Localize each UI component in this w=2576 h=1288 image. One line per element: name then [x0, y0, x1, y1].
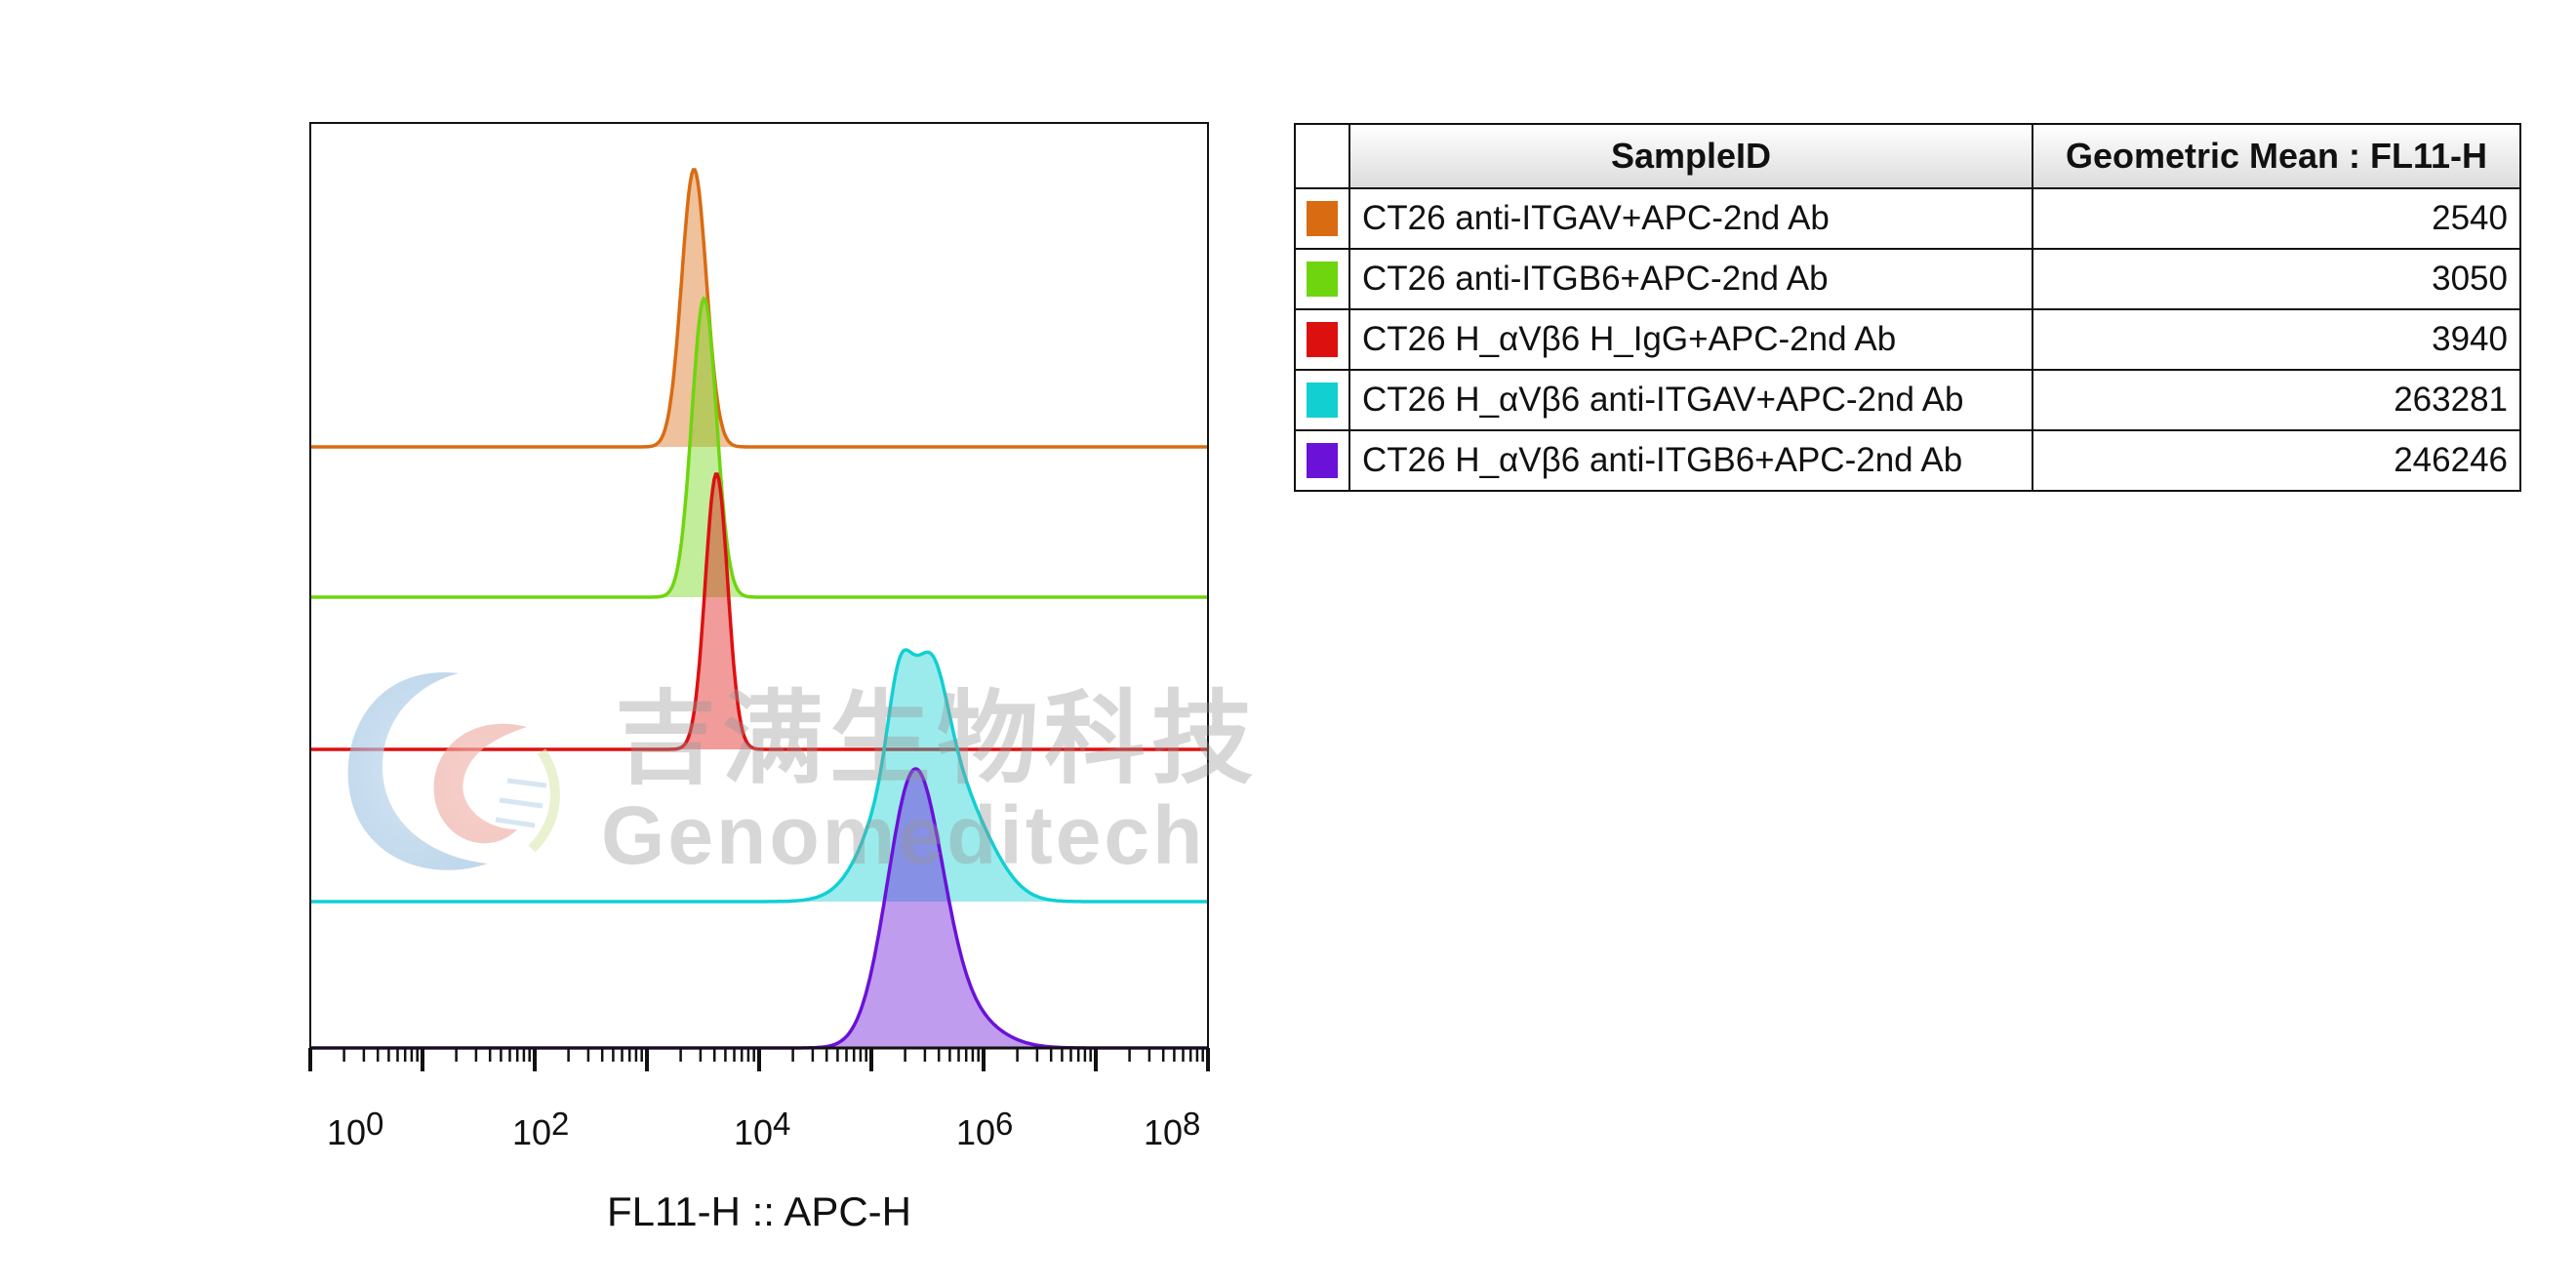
- watermark-logo: [347, 672, 560, 870]
- color-swatch-cell: [1294, 248, 1350, 310]
- plot-frame: [309, 122, 1209, 1049]
- geometric-mean-header: Geometric Mean : FL11-H: [2032, 123, 2521, 189]
- histogram-outline-2: [310, 296, 1208, 599]
- geometric-mean-cell: 3940: [2032, 308, 2521, 371]
- watermark-english-text: Genomeditech: [601, 789, 1206, 881]
- color-swatch: [1307, 443, 1338, 478]
- geometric-mean-cell: 246246: [2032, 429, 2521, 492]
- color-swatch: [1307, 322, 1338, 357]
- legend-header-row: SampleID Geometric Mean : FL11-H: [1294, 123, 2521, 189]
- x-tick-label-4: 104: [734, 1106, 791, 1152]
- histogram-series-group: [310, 168, 1208, 1050]
- x-axis-label: FL11-H :: APC-H: [607, 1188, 911, 1234]
- color-swatch-cell: [1294, 187, 1350, 250]
- histogram-series-2: [310, 296, 1208, 599]
- histogram-series-1: [310, 168, 1208, 449]
- legend-table: SampleID Geometric Mean : FL11-H CT26 an…: [1294, 123, 2521, 492]
- swatch-column-header: [1294, 123, 1350, 189]
- geometric-mean-cell: 3050: [2032, 248, 2521, 310]
- x-tick-label-2: 102: [512, 1106, 570, 1152]
- x-axis-ticks: [308, 1048, 1210, 1071]
- histogram-outline-4: [310, 648, 1208, 904]
- color-swatch: [1307, 201, 1338, 236]
- x-tick-label-8: 108: [1144, 1106, 1201, 1152]
- table-row: CT26 H_αVβ6 anti-ITGB6+APC-2nd Ab 246246: [1294, 429, 2521, 492]
- histogram-outline-1: [310, 168, 1208, 449]
- histogram-fill-1: [310, 170, 1208, 447]
- sample-id-cell: CT26 H_αVβ6 H_IgG+APC-2nd Ab: [1348, 308, 2033, 371]
- histogram-series-4: [310, 648, 1208, 904]
- sample-id-cell: CT26 H_αVβ6 anti-ITGAV+APC-2nd Ab: [1348, 369, 2033, 431]
- color-swatch: [1307, 382, 1338, 418]
- table-row: CT26 anti-ITGB6+APC-2nd Ab 3050: [1294, 248, 2521, 310]
- color-swatch-cell: [1294, 308, 1350, 371]
- sample-id-cell: CT26 H_αVβ6 anti-ITGB6+APC-2nd Ab: [1348, 429, 2033, 492]
- table-row: CT26 H_αVβ6 anti-ITGAV+APC-2nd Ab 263281: [1294, 369, 2521, 431]
- sample-id-cell: CT26 anti-ITGAV+APC-2nd Ab: [1348, 187, 2033, 250]
- x-tick-label-0: 100: [327, 1106, 384, 1152]
- color-swatch-cell: [1294, 429, 1350, 492]
- histogram-fill-4: [310, 650, 1208, 902]
- geometric-mean-cell: 263281: [2032, 369, 2521, 431]
- watermark-chinese-text: 吉满生物科技: [615, 679, 1260, 798]
- x-tick-label-6: 106: [956, 1106, 1014, 1152]
- table-row: CT26 anti-ITGAV+APC-2nd Ab 2540: [1294, 187, 2521, 250]
- sample-id-header: SampleID: [1348, 123, 2033, 189]
- geometric-mean-cell: 2540: [2032, 187, 2521, 250]
- table-row: CT26 H_αVβ6 H_IgG+APC-2nd Ab 3940: [1294, 308, 2521, 371]
- color-swatch: [1307, 262, 1338, 297]
- color-swatch-cell: [1294, 369, 1350, 431]
- sample-id-cell: CT26 anti-ITGB6+APC-2nd Ab: [1348, 248, 2033, 310]
